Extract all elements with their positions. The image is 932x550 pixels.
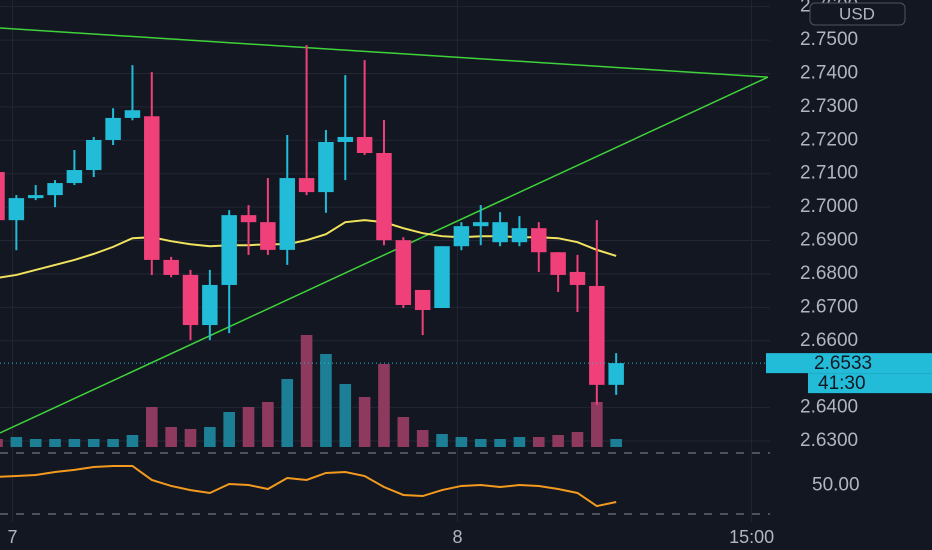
volume-bar [339,384,352,447]
last-price-box [766,353,932,374]
volume-bar [494,439,506,447]
volume-bar [455,437,468,447]
candle-body [124,110,141,118]
candle-body [569,271,586,285]
trendline [0,27,768,78]
volume-bar [397,417,410,447]
candle-body [221,215,237,285]
candle-body [163,259,179,275]
volume-bar [223,412,235,447]
candle-body [66,170,83,184]
volume-bar [204,427,216,447]
volume-bar [358,397,371,447]
volume-bar [68,439,81,447]
volume-bar [29,439,42,447]
candle-body [202,284,218,326]
candle-body [589,285,605,385]
volume-bar [591,402,603,447]
volume-bar [610,439,622,447]
candle-body [511,228,528,243]
y-tick-label: 2.7200 [800,129,858,150]
price-axis [770,0,932,550]
candle-body [414,289,431,311]
y-tick-label: 2.6700 [800,296,858,317]
candle-body [86,139,102,171]
candle-body [182,274,199,326]
volume-bar [165,427,177,447]
y-tick-label: 2.7000 [800,196,858,217]
volume-bar [281,379,294,447]
candle-body [531,228,547,253]
volume-bar [571,432,584,447]
currency-button[interactable] [809,2,906,26]
candle-body [27,195,44,199]
y-tick-label: 2.6900 [800,230,858,251]
volume-bar [513,437,526,447]
y-tick-label: 2.7500 [800,29,858,50]
trendline [0,76,769,434]
candle-body [279,178,295,250]
countdown-box [808,373,932,394]
volume-bar [107,439,119,447]
candle-body [298,178,315,193]
candle-body [47,183,63,196]
oscillator-line [0,464,617,508]
volume-bar [49,439,61,447]
volume-bar [378,364,390,447]
oscillator-tick-label: 50.00 [812,475,860,496]
x-tick-label: 7 [7,527,17,547]
y-tick-label: 2.7400 [800,63,858,84]
x-tick-label: 15:00 [729,527,774,547]
candle-body [0,172,5,221]
y-tick-label: 2.7100 [800,163,858,184]
y-tick-label: 2.6400 [800,397,858,418]
volume-bar [0,439,3,447]
candle-body [434,246,450,309]
volume-bar [262,402,274,447]
candle-body [472,222,489,227]
y-tick-label: 2.6300 [800,430,858,451]
currency-label: USD [839,4,875,23]
y-tick-label: 2.6600 [800,330,858,351]
candle-body [395,240,412,306]
candle-body [8,198,25,221]
y-tick-label: 2.6800 [800,263,858,284]
volume-bar [436,434,448,447]
candle-body [260,222,276,250]
candle-body [105,117,121,140]
candle-body [318,141,334,193]
candle-body [376,153,392,241]
candle-body [144,116,160,260]
volume-bar [242,407,255,447]
volume-bar [552,435,564,447]
volume-bar [87,439,100,447]
candle-body [550,252,566,275]
candle-body [240,215,257,223]
volume-bar [126,435,139,447]
candle-body [492,222,508,243]
volume-bar [474,439,487,447]
volume-bar [300,335,313,447]
last-price-label: 2.6533 [814,353,872,374]
volume-bar [532,437,545,447]
volume-bar [416,430,429,447]
volume-bar [10,437,23,447]
candle-body [453,226,470,247]
volume-bar [145,407,158,447]
y-tick-label: 2.7300 [800,96,858,117]
volume-bar [320,354,332,447]
countdown-label: 41:30 [818,373,866,394]
x-tick-label: 8 [453,527,463,547]
candle-body [337,136,354,142]
volume-bar [184,429,197,447]
candle-body [356,136,373,154]
candle-body [608,363,624,385]
